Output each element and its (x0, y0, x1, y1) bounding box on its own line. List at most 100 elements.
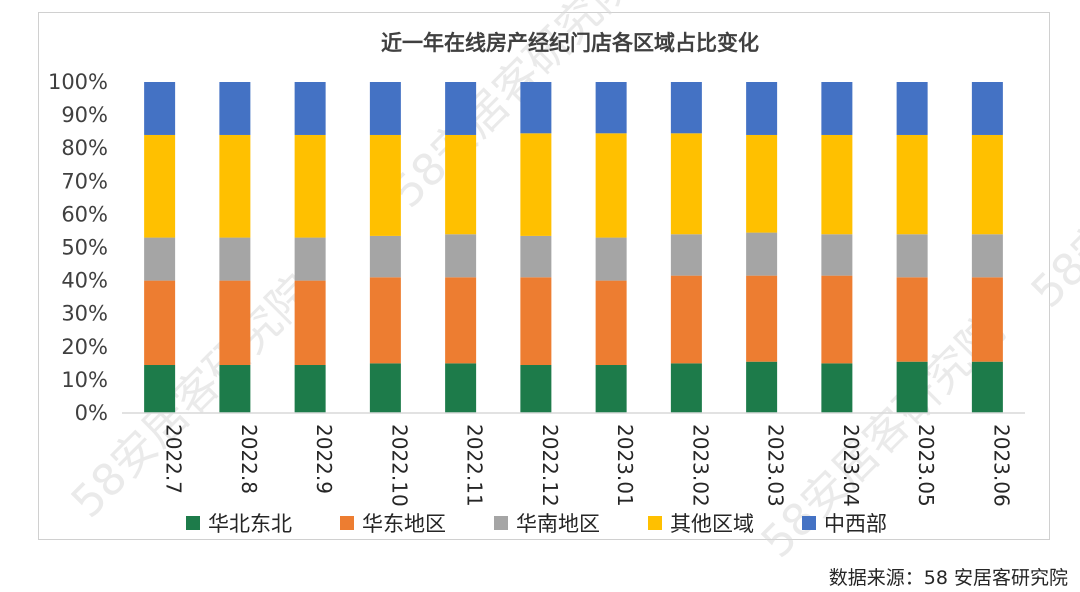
x-tick-label: 2022.7 (162, 424, 186, 494)
chart-frame (38, 12, 1050, 540)
bar-segment (369, 235, 401, 278)
bar-segment (445, 277, 477, 364)
bar-segment (144, 82, 176, 135)
legend-label: 中西部 (824, 512, 887, 536)
bar-segment (595, 280, 627, 366)
bar-segment (670, 234, 702, 276)
bar-segment (896, 134, 928, 235)
bar-segment (369, 134, 401, 236)
bar-segment (746, 275, 778, 362)
bar-segment (821, 234, 853, 276)
bar-segment (369, 363, 401, 413)
x-tick-label: 2023.06 (989, 424, 1013, 507)
bar-segment (746, 82, 778, 135)
bar-segment (746, 232, 778, 276)
x-tick-label: 2022.10 (387, 424, 411, 507)
x-tick-label: 2023.05 (914, 424, 938, 507)
bar-segment (445, 134, 477, 235)
bar-segment (294, 237, 326, 281)
y-tick-label: 30% (61, 302, 108, 326)
x-axis: 2022.7 2022.8 2022.9 2022.10 2022.11 2022.12 2… (162, 424, 1014, 507)
y-tick-label: 80% (61, 136, 108, 160)
bar-segment (971, 134, 1003, 235)
y-axis: 0% 10% 20% 30% 40% 50% 60% 70% 80% 90% 100% (48, 70, 108, 425)
legend: 华北东北 华东地区 华南地区 其他区域 中西部 (186, 512, 887, 536)
x-tick-label: 2022.12 (538, 424, 562, 507)
bar-segment (821, 82, 853, 135)
bar-segment (520, 82, 552, 134)
bar-segment (219, 237, 251, 281)
legend-swatch (186, 516, 200, 530)
bar-segment (971, 361, 1003, 413)
bar-segment (746, 361, 778, 413)
bar-segment (896, 82, 928, 135)
bar-segment (896, 277, 928, 362)
bar-segment (520, 365, 552, 413)
bar-segment (520, 133, 552, 236)
y-tick-label: 0% (75, 401, 108, 425)
bar-segment (294, 280, 326, 366)
y-tick-label: 50% (61, 236, 108, 260)
x-tick-label: 2023.03 (764, 424, 788, 507)
bar-segment (144, 280, 176, 366)
x-tick-label: 2023.02 (688, 424, 712, 507)
bar-segment (445, 82, 477, 135)
bar-segment (821, 134, 853, 235)
x-tick-label: 2022.11 (463, 424, 487, 507)
legend-swatch (802, 516, 816, 530)
bar-segment (520, 277, 552, 366)
bar-segment (219, 280, 251, 366)
bar-segment (144, 134, 176, 238)
bar-segment (595, 82, 627, 134)
bar-segment (896, 361, 928, 413)
legend-swatch (340, 516, 354, 530)
y-tick-label: 20% (61, 335, 108, 359)
bar-segment (896, 234, 928, 278)
bar-segment (369, 277, 401, 364)
bar-segment (294, 82, 326, 135)
legend-label: 华东地区 (362, 512, 446, 536)
legend-swatch (648, 516, 662, 530)
y-tick-label: 90% (61, 103, 108, 127)
bar-segment (445, 363, 477, 413)
bar-segment (670, 82, 702, 134)
x-tick-label: 2022.8 (237, 424, 261, 494)
x-tick-label: 2023.04 (839, 424, 863, 507)
y-tick-label: 60% (61, 202, 108, 226)
watermark-text: 58安居客研究院 (1022, 55, 1080, 317)
legend-label: 华北东北 (208, 512, 292, 536)
bar-segment (670, 363, 702, 413)
bar-segment (971, 277, 1003, 362)
legend-swatch (494, 516, 508, 530)
bar-segment (595, 133, 627, 238)
bar-segment (294, 134, 326, 238)
bar-segment (971, 82, 1003, 135)
y-tick-label: 100% (48, 70, 108, 94)
bar-segment (971, 234, 1003, 278)
bar-segment (219, 134, 251, 238)
bar-segment (219, 365, 251, 413)
bar-segment (520, 235, 552, 278)
legend-label: 华南地区 (516, 512, 600, 536)
legend-label: 其他区域 (670, 512, 754, 536)
bar-segment (746, 134, 778, 233)
y-tick-label: 40% (61, 269, 108, 293)
y-tick-label: 70% (61, 169, 108, 193)
bar-segment (670, 133, 702, 235)
x-tick-label: 2022.9 (312, 424, 336, 494)
bar-segment (595, 237, 627, 281)
bar-segment (144, 237, 176, 281)
chart-title: 近一年在线房产经纪门店各区域占比变化 (381, 31, 759, 55)
bar-segment (821, 275, 853, 364)
x-tick-label: 2023.01 (613, 424, 637, 507)
bar-segment (821, 363, 853, 413)
y-tick-label: 10% (61, 368, 108, 392)
source-note: 数据来源：58 安居客研究院 (829, 567, 1068, 589)
bar-segment (369, 82, 401, 135)
bar-segment (670, 275, 702, 364)
bar-segment (445, 234, 477, 278)
bar-segment (219, 82, 251, 135)
bars (144, 82, 1003, 413)
bar-segment (595, 365, 627, 413)
